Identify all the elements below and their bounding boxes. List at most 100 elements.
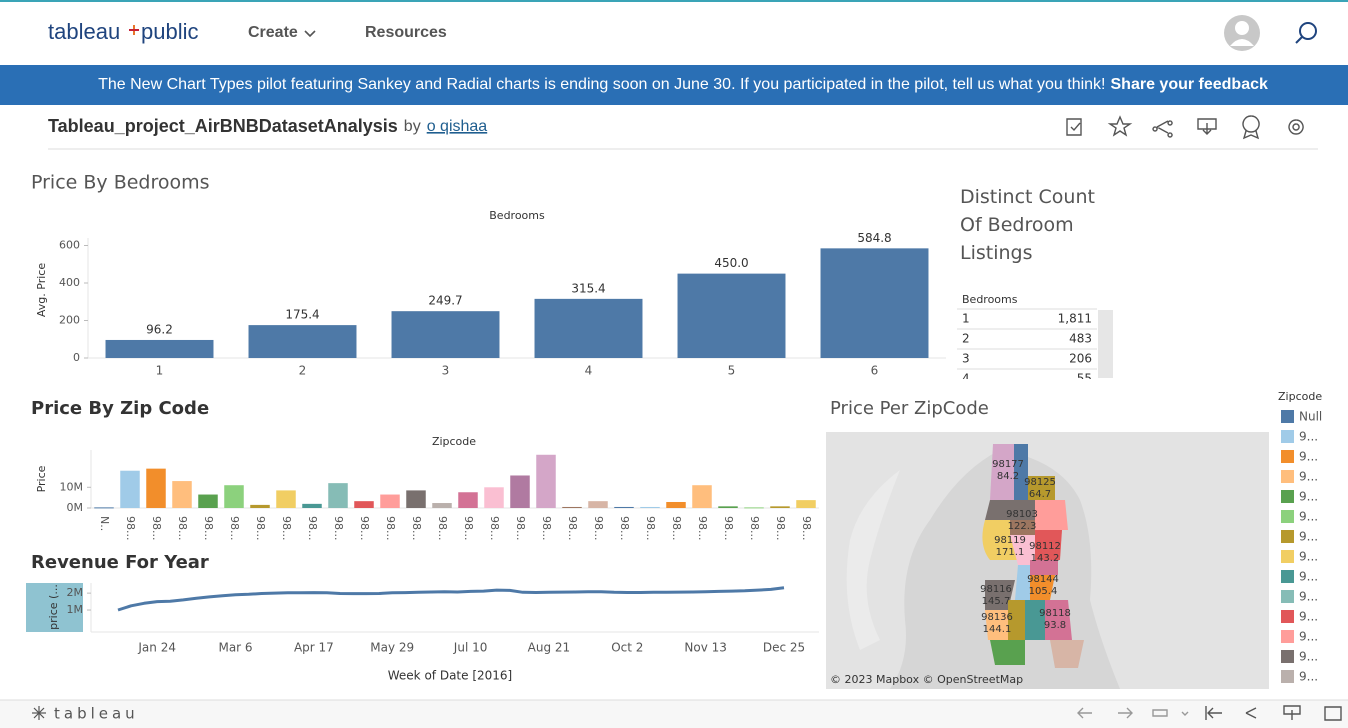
x-tick-label: 98... — [358, 516, 371, 541]
map-label-value: 145.7 — [982, 596, 1011, 607]
bar — [562, 506, 582, 508]
x-tick-label: 98... — [696, 516, 709, 541]
x-tick-label: Aug 21 — [528, 641, 571, 655]
bar — [250, 504, 270, 508]
table-cell: 483 — [1069, 332, 1092, 346]
undo[interactable] — [1077, 707, 1092, 719]
legend-swatch — [1281, 670, 1294, 683]
badge-icon[interactable] — [1242, 115, 1260, 140]
legend-swatch — [1281, 590, 1294, 603]
bar — [536, 454, 556, 508]
column-header: Bedrooms — [489, 209, 545, 222]
value-label: 584.8 — [857, 231, 891, 245]
download[interactable] — [1283, 705, 1301, 720]
legend-swatch — [1281, 490, 1294, 503]
bar — [796, 500, 816, 508]
nav-resources[interactable]: Resources — [365, 24, 447, 41]
banner-link[interactable]: Share your feedback — [1111, 76, 1269, 93]
bar — [770, 506, 790, 508]
legend-swatch — [1281, 550, 1294, 563]
download-icon[interactable] — [1197, 118, 1217, 135]
x-tick-label: 98... — [124, 516, 137, 541]
bar — [432, 503, 452, 508]
y-tick-label: 2M — [67, 586, 84, 599]
legend-label: Null — [1299, 410, 1322, 424]
logo[interactable]: tableau — [48, 19, 120, 44]
x-tick-label: 5 — [728, 364, 736, 378]
revert[interactable] — [1152, 709, 1189, 717]
map-label-value: 84.2 — [997, 471, 1019, 482]
scrollbar[interactable] — [1098, 310, 1113, 378]
map-label-zip: 98118 — [1039, 608, 1071, 619]
share-icon[interactable] — [1152, 120, 1173, 138]
bar — [224, 485, 244, 508]
table-cell: 4 — [962, 372, 970, 386]
bar — [588, 501, 608, 508]
x-tick-label: 2 — [299, 364, 307, 378]
y-tick-label: 0 — [73, 351, 80, 364]
value-label: 175.4 — [285, 308, 319, 322]
legend-swatch — [1281, 610, 1294, 623]
map-attribution: © 2023 Mapbox © OpenStreetMap — [830, 673, 1023, 686]
edit-icon[interactable] — [1066, 118, 1082, 136]
map-label-zip: 98136 — [981, 612, 1013, 623]
legend-swatch — [1281, 530, 1294, 543]
region — [982, 520, 1018, 560]
x-tick-label: 6 — [871, 364, 879, 378]
x-tick-label: 98... — [644, 516, 657, 541]
region — [1045, 600, 1072, 640]
y-axis-label: Price — [35, 465, 48, 492]
table-cell: 1,811 — [1058, 312, 1092, 326]
x-tick-label: 98... — [150, 516, 163, 541]
bar — [744, 507, 764, 509]
value-label: 249.7 — [428, 294, 462, 308]
table-cell: 206 — [1069, 352, 1092, 366]
search-icon[interactable] — [1295, 22, 1317, 44]
redo[interactable] — [1118, 707, 1133, 719]
footer-logo[interactable]: tableau — [54, 705, 139, 723]
footer — [0, 700, 1348, 728]
map-label-value: 64.7 — [1029, 489, 1051, 500]
region — [1035, 500, 1068, 530]
chevron — [304, 30, 316, 38]
bar — [172, 481, 192, 508]
map-label-zip: 98119 — [994, 535, 1026, 546]
x-tick-label: 1 — [156, 364, 164, 378]
share[interactable] — [1245, 707, 1257, 719]
avatar[interactable] — [1224, 15, 1260, 51]
value-label: 315.4 — [571, 281, 605, 295]
y-tick-label: 1M — [67, 603, 84, 616]
x-tick-label: 98... — [514, 516, 527, 541]
x-tick-label: 98... — [670, 516, 683, 541]
legend-label: 9... — [1299, 470, 1318, 484]
legend-swatch — [1281, 650, 1294, 663]
settings-icon[interactable] — [1288, 119, 1304, 135]
x-tick-label: 98... — [280, 516, 293, 541]
legend-swatch — [1281, 430, 1294, 443]
x-tick-label: 98... — [800, 516, 813, 541]
x-tick-label: 98... — [488, 516, 501, 541]
map-label-value: 171.1 — [996, 547, 1025, 558]
column-header: Zipcode — [432, 435, 476, 448]
y-tick-label: 400 — [59, 276, 80, 289]
map-label-value: 93.8 — [1044, 620, 1066, 631]
map-label-value: 122.3 — [1008, 521, 1037, 532]
bar — [146, 468, 166, 508]
favorite-icon[interactable] — [1107, 115, 1133, 137]
region — [1035, 530, 1062, 560]
fullscreen[interactable] — [1324, 706, 1342, 721]
logo-suffix[interactable]: public — [141, 19, 198, 44]
first[interactable] — [1205, 706, 1222, 720]
nav-create[interactable]: Create — [248, 24, 298, 41]
bar — [820, 248, 929, 358]
author[interactable]: o qishaa — [427, 118, 488, 135]
bar — [94, 507, 114, 509]
banner-text: The New Chart Types pilot featuring Sank… — [98, 76, 1268, 93]
bar — [120, 470, 140, 508]
table-cell: 55 — [1077, 372, 1092, 386]
region — [1030, 575, 1055, 600]
region — [1015, 565, 1030, 600]
bar — [276, 490, 296, 508]
legend-swatch — [1281, 510, 1294, 523]
